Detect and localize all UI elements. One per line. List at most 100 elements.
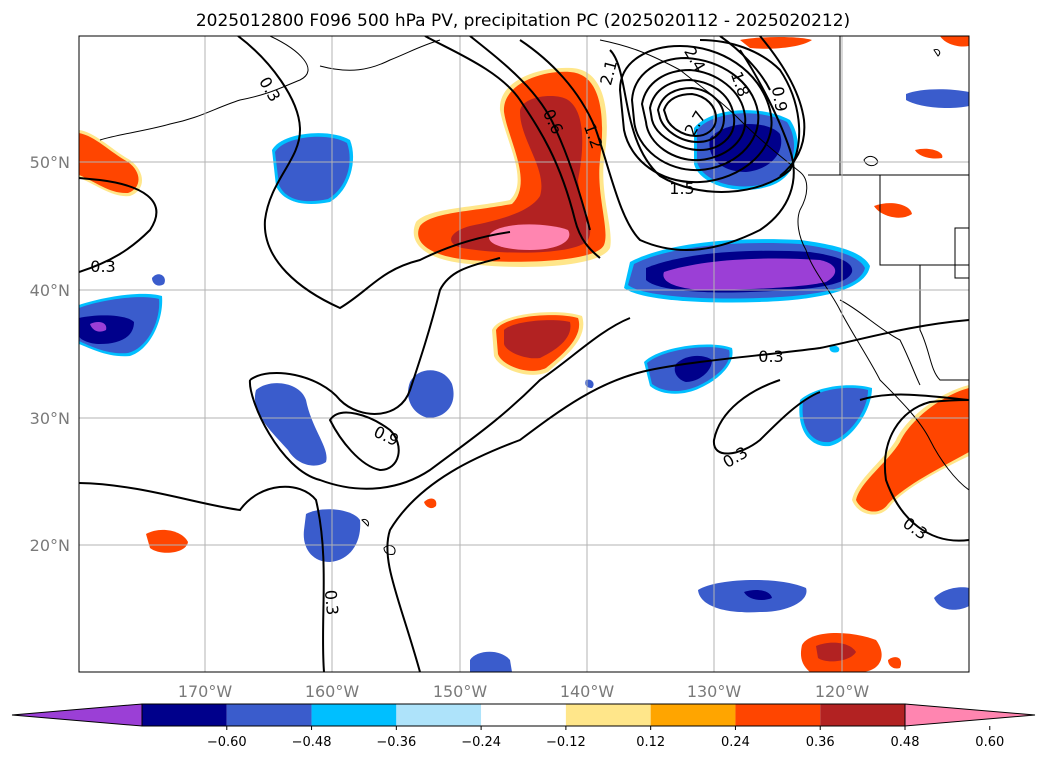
- negative-precip-region: [934, 587, 969, 610]
- positive-precip-region: [488, 224, 570, 250]
- pv-contour: [386, 319, 969, 672]
- colorbar-tick-label: −0.48: [292, 735, 332, 750]
- negative-precip-region: [663, 258, 836, 290]
- positive-precip-region: [940, 36, 969, 47]
- positive-precip-region: [816, 642, 856, 662]
- colorbar-segment: [142, 704, 227, 726]
- negative-precip-region: [408, 370, 454, 418]
- pv-contour: [79, 177, 158, 273]
- colorbar: −0.60 −0.48 −0.36 −0.24 −0.12 0.12 0.24 0.36 0.4…: [11, 703, 1036, 750]
- colorbar-segment: [735, 704, 821, 726]
- pv-contour: [424, 36, 601, 259]
- pv-contour: [859, 393, 969, 401]
- lon-label: 140°W: [560, 682, 615, 701]
- positive-precip-region: [740, 37, 812, 49]
- pv-contour: [618, 44, 773, 184]
- negative-precip-region: [802, 387, 868, 443]
- colorbar-tick-label: 0.60: [975, 735, 1004, 750]
- negative-precip-region: [152, 274, 165, 286]
- negative-precip-region: [829, 345, 840, 353]
- pv-contour: [79, 482, 325, 672]
- land-border: [954, 227, 969, 279]
- contour-label: 0.9: [768, 85, 791, 113]
- pv-contour: [248, 317, 631, 490]
- lat-label: 50°N: [30, 153, 70, 172]
- lon-label: 150°W: [433, 682, 488, 701]
- colorbar-tick-label: 0.36: [806, 735, 835, 750]
- pv-contour: [237, 36, 511, 310]
- pv-contour: [249, 257, 501, 415]
- negative-precip-region: [79, 315, 134, 344]
- lon-label: 160°W: [305, 682, 360, 701]
- pv-contour: [630, 56, 760, 172]
- pv-contour: [662, 92, 718, 138]
- pv-contours: [79, 36, 969, 672]
- map-frame: [78, 35, 970, 673]
- land-border: [839, 299, 921, 386]
- positive-precip-region: [504, 320, 571, 359]
- positive-precip-region: [451, 96, 591, 253]
- pv-contour: [640, 68, 747, 162]
- pv-contour: [759, 36, 806, 177]
- island-outline: [383, 545, 396, 555]
- colorbar-segment: [396, 704, 482, 726]
- negative-precip-region: [470, 651, 512, 672]
- positive-precip-region: [915, 148, 943, 159]
- colorbar-segment: [820, 704, 905, 726]
- precipitation-shading: [79, 36, 969, 672]
- pv-contour: [328, 411, 400, 472]
- colorbar-segment: [311, 704, 397, 726]
- positive-precip-region: [79, 133, 139, 194]
- alaska-coastline: [99, 36, 309, 141]
- colorbar-segment: [481, 704, 566, 726]
- land-border: [919, 265, 969, 381]
- colorbar-tick-label: 0.12: [636, 735, 665, 750]
- colorbar-extension-low: [11, 703, 143, 727]
- positive-precip-region: [888, 657, 902, 669]
- colorbar-tick-label: −0.36: [376, 735, 416, 750]
- pv-contour: [609, 39, 801, 193]
- alaska-coastline: [319, 39, 441, 71]
- lat-label: 40°N: [30, 281, 70, 300]
- pv-contour: [719, 36, 771, 91]
- colorbar-segment: [565, 704, 651, 726]
- island-outline: [361, 519, 369, 527]
- positive-precip-region: [874, 203, 912, 218]
- lon-label: 170°W: [178, 682, 233, 701]
- colorbar-frame: [141, 703, 906, 727]
- positive-precip-region: [146, 529, 188, 553]
- negative-precip-region: [906, 89, 969, 108]
- pv-contour: [656, 86, 726, 144]
- graticule: [79, 36, 969, 672]
- land-border: [879, 175, 969, 266]
- colorbar-tick-label: −0.60: [207, 735, 247, 750]
- colorbar-tick-label: −0.24: [461, 735, 501, 750]
- colorbar-extension-high: [904, 703, 1036, 727]
- positive-precip-region: [856, 388, 969, 512]
- map-layer: 0.3 0.3 0.3 0.3 0.3 0.3 0.6 0.9 0.9 1.2 …: [79, 36, 969, 672]
- colorbar-tick-label: 0.24: [721, 735, 750, 750]
- island-outline: [933, 49, 941, 57]
- negative-precip-region: [744, 590, 772, 600]
- colorbar-tick-label: 0.48: [891, 735, 920, 750]
- colorbar-segment: [226, 704, 312, 726]
- pv-contour: [712, 379, 821, 455]
- contour-label: 0.3: [90, 257, 115, 276]
- lat-label: 20°N: [30, 536, 70, 555]
- colorbar-segment: [650, 704, 736, 726]
- figure-title: 2025012800 F096 500 hPa PV, precipitatio…: [196, 11, 850, 31]
- pv-contour: [648, 78, 736, 152]
- contour-label: 0.3: [321, 589, 342, 616]
- lat-label: 30°N: [30, 409, 70, 428]
- negative-precip-region: [90, 322, 107, 332]
- colorbar-tick-label: −0.12: [546, 735, 586, 750]
- contour-label: 1.5: [669, 179, 694, 198]
- pv-contour: [519, 39, 795, 251]
- negative-precip-region: [254, 383, 327, 466]
- lon-label: 120°W: [815, 682, 870, 701]
- pv-contour: [883, 399, 969, 542]
- positive-precip-region: [424, 498, 437, 509]
- lon-label: 130°W: [687, 682, 742, 701]
- contour-label: 0.3: [758, 347, 783, 366]
